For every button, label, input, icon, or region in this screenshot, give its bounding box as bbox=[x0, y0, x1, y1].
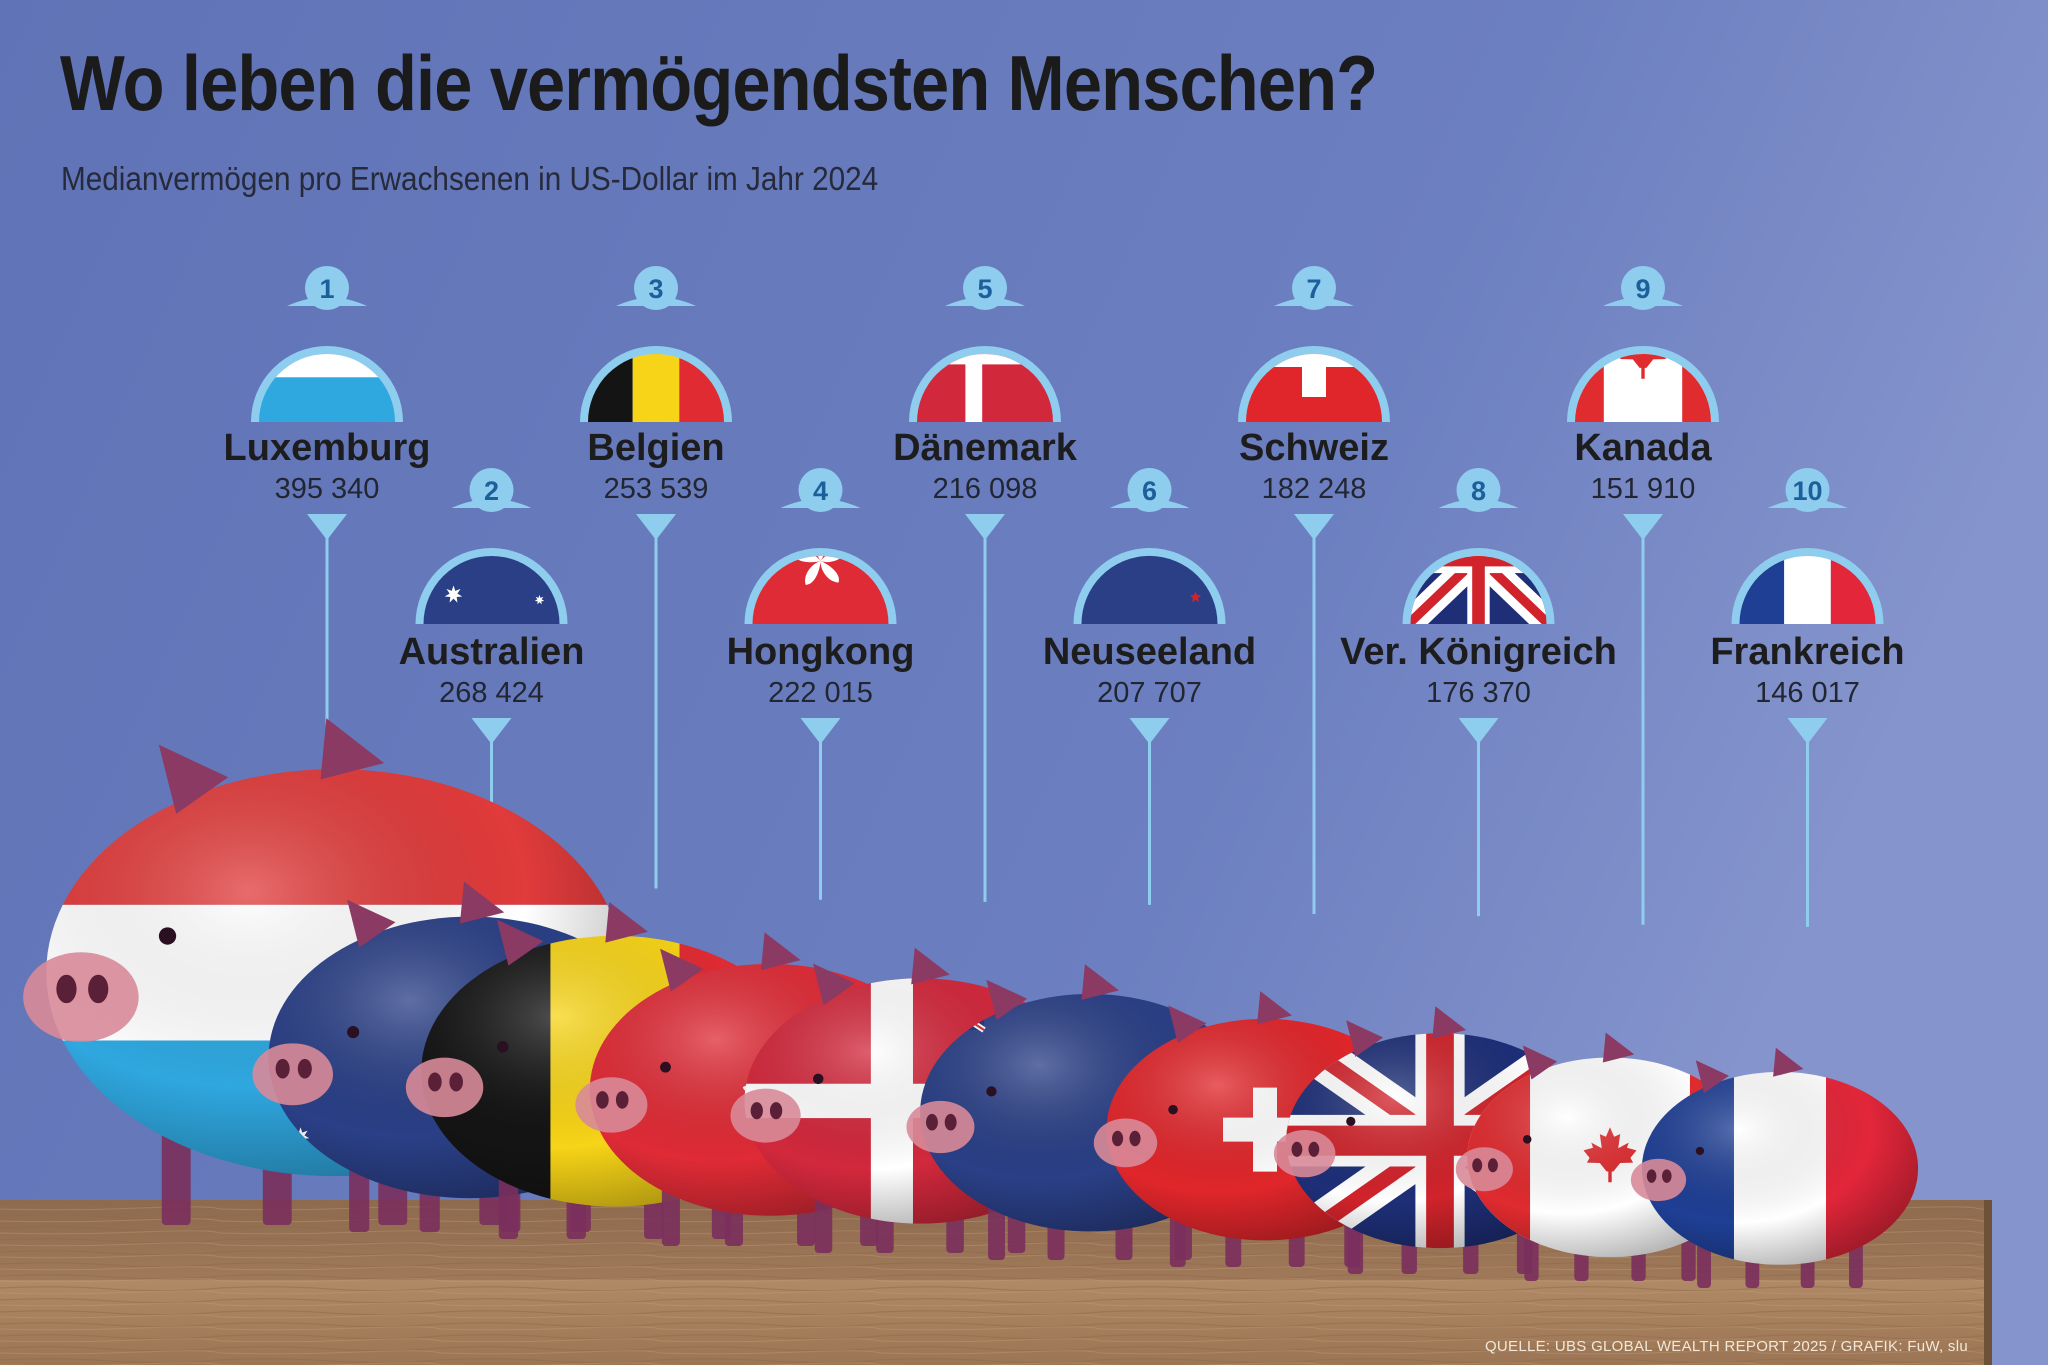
rank-label: 7 bbox=[1306, 274, 1321, 304]
country-value: 268 424 bbox=[439, 677, 544, 709]
rank-label: 6 bbox=[1142, 476, 1157, 506]
badge-6: 6 bbox=[1073, 468, 1226, 624]
rank-label: 1 bbox=[319, 274, 334, 304]
country-value: 146 017 bbox=[1755, 677, 1860, 709]
connector-6 bbox=[1129, 718, 1170, 905]
connector-7 bbox=[1294, 514, 1334, 914]
country-name: Dänemark bbox=[893, 427, 1078, 469]
connector-4 bbox=[800, 718, 841, 900]
badge-1: 1 bbox=[251, 266, 403, 422]
country-name: Luxemburg bbox=[224, 427, 431, 469]
badge-4: 4 bbox=[744, 468, 897, 624]
country-value: 395 340 bbox=[275, 473, 380, 505]
country-value: 253 539 bbox=[604, 473, 709, 505]
chart-title: Wo leben die vermögendsten Menschen? bbox=[60, 39, 1378, 127]
rank-label: 2 bbox=[484, 476, 499, 506]
connector-8 bbox=[1458, 718, 1499, 917]
badge-7: 7 bbox=[1238, 266, 1390, 422]
source-note: QUELLE: UBS GLOBAL WEALTH REPORT 2025 / … bbox=[1484, 1338, 1968, 1355]
country-name: Schweiz bbox=[1239, 427, 1389, 469]
connector-9 bbox=[1623, 514, 1663, 925]
connector-5 bbox=[965, 514, 1005, 902]
country-name: Belgien bbox=[587, 427, 724, 469]
country-value: 216 098 bbox=[933, 473, 1038, 505]
badge-10: 10 bbox=[1731, 468, 1884, 624]
country-value: 182 248 bbox=[1262, 473, 1367, 505]
rank-label: 8 bbox=[1471, 476, 1486, 506]
country-value: 176 370 bbox=[1426, 677, 1531, 709]
country-name: Frankreich bbox=[1710, 631, 1904, 673]
country-name: Neuseeland bbox=[1043, 631, 1256, 673]
rank-label: 3 bbox=[648, 274, 663, 304]
badge-3: 3 bbox=[580, 266, 732, 422]
connector-10 bbox=[1787, 718, 1828, 927]
country-value: 207 707 bbox=[1097, 677, 1202, 709]
country-name: Hongkong bbox=[727, 631, 915, 673]
rank-label: 10 bbox=[1792, 476, 1822, 506]
badge-8: 8 bbox=[1402, 468, 1555, 624]
badge-2: 2 bbox=[415, 468, 568, 624]
country-value: 151 910 bbox=[1591, 473, 1696, 505]
rank-label: 5 bbox=[977, 274, 992, 304]
country-name: Australien bbox=[399, 631, 585, 673]
rank-label: 4 bbox=[813, 476, 828, 506]
rank-label: 9 bbox=[1635, 274, 1650, 304]
country-name: Kanada bbox=[1574, 427, 1712, 469]
country-value: 222 015 bbox=[768, 677, 873, 709]
connector-3 bbox=[636, 514, 676, 889]
chart-subtitle: Medianvermögen pro Erwachsenen in US-Dol… bbox=[61, 160, 879, 197]
badge-9: 9 bbox=[1567, 266, 1719, 422]
piggy-bank-10 bbox=[1630, 1047, 1919, 1288]
badge-5: 5 bbox=[909, 266, 1061, 422]
country-name: Ver. Königreich bbox=[1340, 631, 1617, 673]
